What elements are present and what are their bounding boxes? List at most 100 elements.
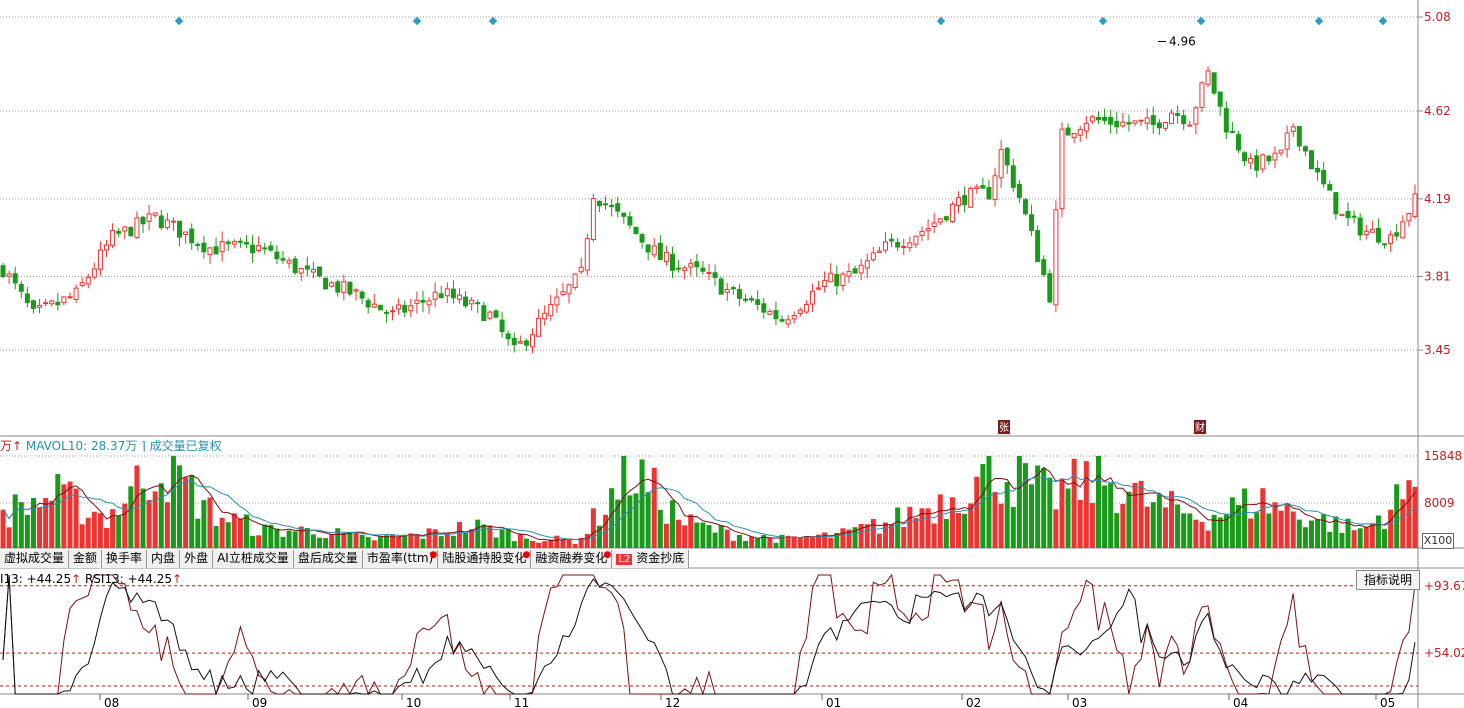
candle-down — [450, 288, 456, 299]
candle-up — [1369, 228, 1375, 233]
volume-bar — [554, 535, 560, 548]
volume-bar — [572, 543, 578, 548]
volume-bar — [1382, 529, 1388, 548]
volume-bar — [1351, 530, 1357, 548]
tab-northbound[interactable]: 陆股通持股变化 ● — [438, 550, 532, 568]
volume-bar — [219, 517, 225, 548]
volume-bar — [1400, 499, 1406, 548]
candle-down — [712, 272, 718, 278]
volume-bar — [1035, 465, 1041, 548]
candle-up — [1388, 234, 1394, 244]
candle-up — [870, 252, 876, 261]
volume-bar — [645, 492, 651, 548]
candle-down — [852, 268, 858, 274]
candle-up — [61, 296, 67, 303]
volume-bar — [1108, 483, 1114, 548]
volume-bar — [943, 518, 949, 548]
candle-down — [128, 227, 134, 237]
volume-bar — [286, 530, 292, 548]
tab-fund-bottom[interactable]: L2 资金抄底 — [612, 550, 690, 568]
candle-down — [1004, 147, 1010, 166]
volume-bar — [164, 502, 170, 548]
volume-bar — [1016, 456, 1022, 548]
candle-down — [1108, 116, 1114, 125]
x-tick-label: 03 — [1072, 696, 1087, 708]
candle-down — [1016, 183, 1022, 198]
candle-down — [1029, 214, 1035, 231]
volume-bar — [755, 538, 761, 548]
volume-bar — [1114, 513, 1120, 548]
x-tick-label: 09 — [252, 696, 267, 708]
candle-up — [767, 310, 773, 315]
volume-bar — [980, 464, 986, 548]
volume-bar — [304, 528, 310, 548]
candle-up — [414, 299, 420, 304]
high-annotation: 4.96 — [1169, 35, 1196, 49]
candle-up — [432, 291, 438, 300]
diamond-icon — [1378, 16, 1388, 26]
volume-bar — [359, 534, 365, 548]
volume-bar — [1187, 513, 1193, 548]
volume-bar — [195, 518, 201, 548]
volume-bar — [1126, 491, 1132, 548]
tab-margin[interactable]: 融资融券变化 ● — [531, 550, 613, 568]
candle-down — [475, 302, 481, 305]
volume-bar — [323, 538, 329, 548]
candle-up — [469, 299, 475, 305]
volume-bar — [1205, 530, 1211, 548]
tab-pe-ttm[interactable]: 市盈率(ttm) ● — [362, 550, 439, 568]
candle-down — [493, 310, 499, 318]
candle-down — [1357, 217, 1363, 236]
tab-ai-volume[interactable]: AI立桩成交量 — [213, 550, 294, 568]
diamond-icon — [1314, 16, 1324, 26]
volume-bar — [1150, 502, 1156, 548]
volume-bar — [481, 524, 487, 548]
volume-bar — [225, 522, 231, 548]
candle-up — [992, 175, 998, 201]
volume-bar — [718, 525, 724, 548]
tab-inner[interactable]: 内盘 — [147, 550, 181, 568]
volume-bar — [128, 486, 134, 548]
volume-bar — [1022, 463, 1028, 548]
volume-bar — [822, 532, 828, 548]
candle-down — [1156, 122, 1162, 129]
volume-bar — [828, 537, 834, 548]
candle-up — [91, 268, 97, 278]
diamond-icon — [1098, 16, 1108, 26]
candle-down — [225, 241, 231, 245]
volume-bar — [1302, 527, 1308, 548]
x-tick-label: 11 — [514, 696, 529, 708]
volume-legend-prefix: 万 — [0, 439, 13, 453]
tab-virtual-volume[interactable]: 虚拟成交量 — [0, 550, 70, 568]
candle-up — [785, 319, 791, 325]
candle-down — [359, 291, 365, 299]
indicator-help-button[interactable]: 指标说明 — [1356, 570, 1420, 590]
candle-up — [913, 235, 919, 245]
mavol-label: MAVOL10: 28.37万 — [25, 439, 138, 453]
volume-bar — [1406, 480, 1412, 548]
volume-bar — [1144, 506, 1150, 548]
volume-bar — [627, 495, 633, 548]
candle-down — [718, 278, 724, 295]
candle-up — [803, 304, 809, 313]
tab-turnover[interactable]: 换手率 — [102, 550, 148, 568]
candle-down — [317, 266, 323, 277]
candle-up — [882, 241, 888, 251]
diamond-icon — [1196, 16, 1206, 26]
candle-down — [639, 234, 645, 243]
tab-amount[interactable]: 金额 — [69, 550, 103, 568]
volume-bar — [1181, 513, 1187, 548]
candle-down — [12, 273, 18, 284]
candle-up — [1272, 152, 1278, 161]
tab-outer[interactable]: 外盘 — [180, 550, 214, 568]
volume-bar — [152, 491, 158, 548]
candle-down — [1308, 150, 1314, 170]
l2-badge: L2 — [616, 554, 633, 565]
volume-bar — [402, 534, 408, 548]
tab-after-hours[interactable]: 盘后成交量 — [293, 550, 363, 568]
volume-bar — [335, 528, 341, 548]
candle-up — [170, 220, 176, 223]
candle-up — [651, 245, 657, 256]
volume-bar — [79, 524, 85, 548]
candle-up — [1400, 221, 1406, 239]
